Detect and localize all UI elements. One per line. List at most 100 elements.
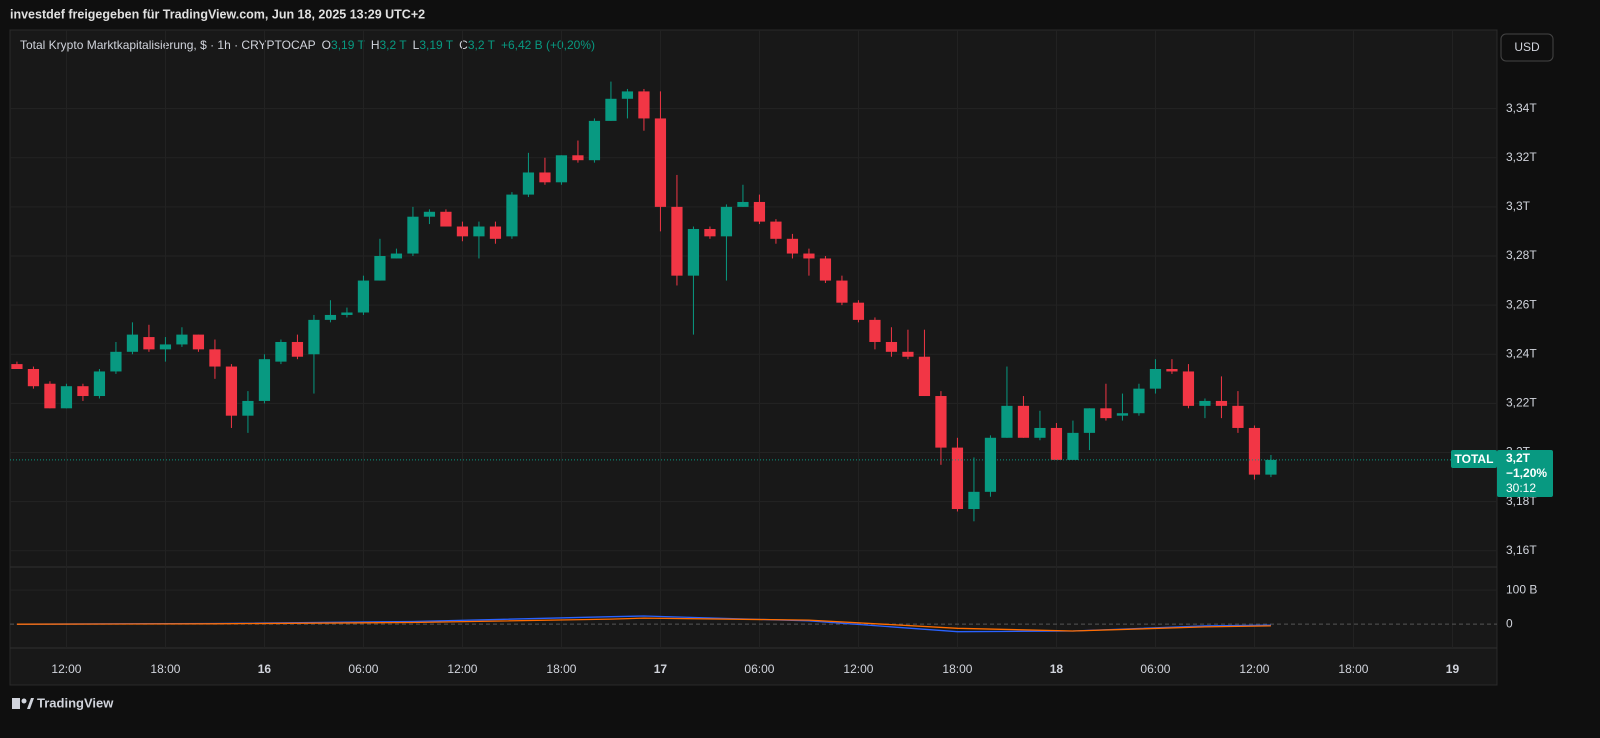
y-tick-label: 3,28T [1506, 248, 1537, 262]
candle-body [654, 118, 667, 207]
candle-body [836, 280, 848, 303]
candle-body [621, 91, 634, 99]
candle-body [77, 386, 89, 397]
candle-body [143, 337, 155, 350]
x-tick-label: 18:00 [150, 662, 180, 676]
l-value: 3,19 T [419, 38, 453, 52]
y-tick-label: 3,3T [1506, 199, 1531, 213]
symbol-name: Total Krypto Marktkapitalisierung, $ · 1… [20, 38, 316, 52]
candle-body [341, 312, 353, 315]
x-tick-label: 18 [1050, 662, 1064, 676]
candle-body [110, 351, 122, 372]
price-tag-change: −1,20% [1506, 466, 1547, 480]
shared-by: investdef freigegeben für TradingView.co… [10, 7, 425, 21]
y-tick-label: 3,16T [1506, 543, 1537, 557]
currency[interactable]: USD [1514, 40, 1540, 54]
candle-body [1215, 400, 1228, 406]
candle-body [258, 359, 271, 401]
candle-body [1050, 427, 1063, 460]
candle-body [440, 211, 452, 227]
l-label: L [413, 38, 420, 52]
candle-body [126, 334, 139, 352]
price-tag-price: 3,2T [1506, 451, 1531, 465]
indicator-tick-label: 0 [1506, 616, 1513, 630]
candle-body [819, 258, 832, 281]
candle-body [720, 206, 733, 237]
x-tick-label: 19 [1446, 662, 1460, 676]
candle-body [704, 228, 716, 237]
candle-body [885, 341, 898, 352]
candle-body [605, 98, 617, 121]
candle-body [176, 334, 188, 345]
candle-body [275, 341, 287, 362]
candle-body [1100, 408, 1112, 419]
x-tick-label: 06:00 [348, 662, 378, 676]
candle-body [209, 349, 221, 367]
candle-body [390, 253, 403, 259]
candle-body [852, 302, 865, 320]
candle-body [902, 351, 914, 357]
candle-body [159, 344, 172, 350]
candle-body [324, 314, 337, 320]
candle-body [1083, 408, 1096, 433]
candle-body [11, 364, 23, 370]
candle-body [1133, 388, 1145, 414]
candle-body [522, 172, 535, 195]
o-label: O [322, 38, 331, 52]
x-tick-label: 06:00 [744, 662, 774, 676]
change: +6,42 B (+0,20%) [501, 38, 595, 52]
c-value: 3,2 T [468, 38, 496, 52]
plot: 12:00 18:00 16 06:00 12:00 18:00 17 06:00 12:00 1… [10, 30, 1537, 676]
x-tick-label: 18:00 [942, 662, 972, 676]
candle-body [687, 228, 700, 276]
candle-body [44, 383, 56, 409]
candle-body [192, 334, 205, 350]
currency-button[interactable] [1500, 33, 1554, 62]
candle-body [671, 206, 683, 276]
candle-body [27, 369, 40, 387]
candle-body [489, 226, 502, 239]
candle-body [423, 211, 436, 217]
candle-body [869, 319, 881, 342]
price-tag [1497, 450, 1553, 497]
x-tick-label: 16 [258, 662, 272, 676]
y-tick-label: 3,34T [1506, 101, 1537, 115]
candle-body [753, 201, 766, 222]
candle-body [242, 400, 254, 416]
symbol-tag [1451, 450, 1497, 468]
candle-body [984, 437, 997, 492]
indicator-line [16, 617, 1271, 632]
candle-body [1248, 427, 1261, 475]
candle-body [93, 371, 106, 397]
candle-body [737, 201, 749, 207]
candle-body [588, 120, 601, 161]
candle-body [555, 155, 568, 183]
candle-body [506, 194, 518, 237]
candle-body [456, 226, 469, 237]
candle-body [968, 491, 980, 510]
candle-body [225, 366, 238, 416]
x-tick-label: 17 [654, 662, 668, 676]
candle-body [1182, 371, 1195, 406]
candle-body [951, 447, 964, 510]
y-tick-label: 3,26T [1506, 297, 1537, 311]
h-value: 3,2 T [380, 38, 408, 52]
indicator-tick-label: 100 B [1506, 582, 1537, 596]
candle-body [473, 226, 485, 237]
candle-body [539, 172, 551, 183]
price-tag-countdown: 30:12 [1506, 481, 1536, 495]
candle-body [1017, 405, 1030, 438]
y-tick-label: 3,22T [1506, 396, 1537, 410]
h-label: H [371, 38, 380, 52]
candle-body [918, 356, 931, 397]
candle-body [572, 155, 584, 161]
candle-body [1149, 369, 1162, 389]
candle-body [770, 221, 782, 239]
x-tick-label: 06:00 [1140, 662, 1170, 676]
x-tick-label: 12:00 [51, 662, 81, 676]
candle-body [407, 216, 419, 254]
candle-body [803, 253, 815, 259]
candle-body [1067, 432, 1079, 460]
candle-body [60, 386, 73, 409]
